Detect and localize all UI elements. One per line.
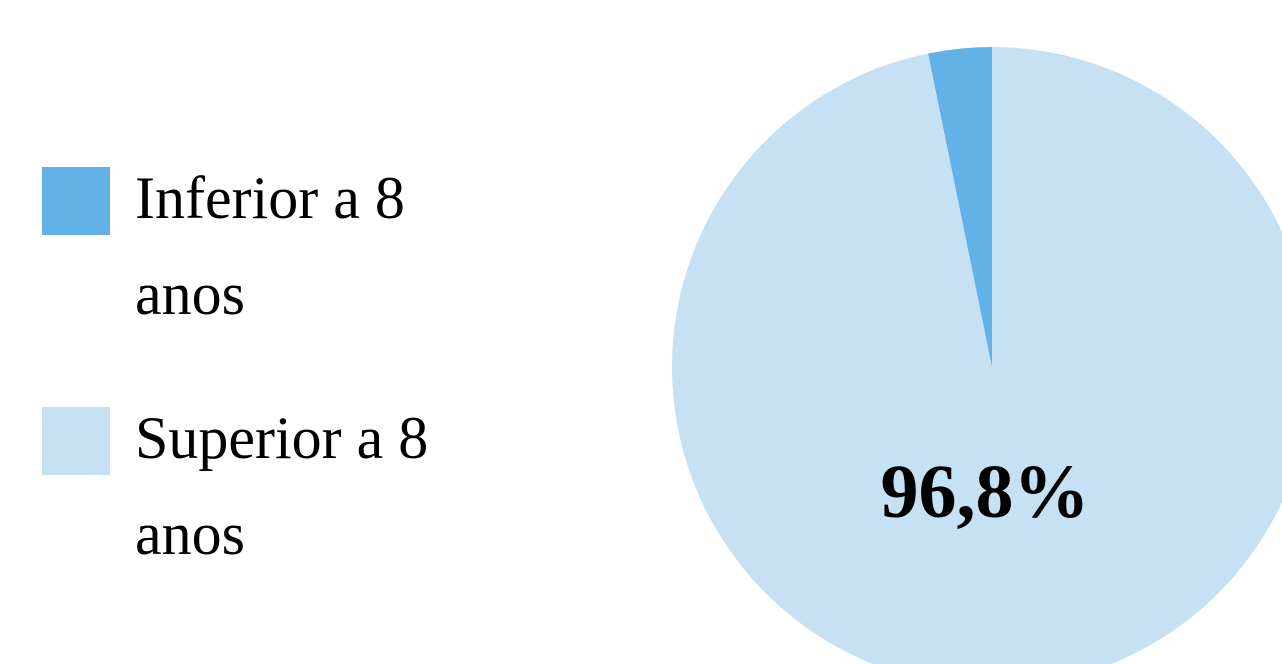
legend-item-superior: Superior a 8 anos (42, 390, 462, 630)
pie-slice-superior (672, 47, 1282, 664)
pie-slice-inferior (928, 47, 992, 367)
legend-item-inferior: Inferior a 8 anos (42, 150, 462, 390)
data-label-superior: 96,8% (881, 450, 1090, 534)
legend-swatch-inferior (42, 167, 110, 235)
legend-swatch-superior (42, 407, 110, 475)
legend: Inferior a 8 anos Superior a 8 anos (42, 150, 462, 630)
legend-label-superior: Superior a 8 anos (135, 405, 429, 567)
legend-label-inferior: Inferior a 8 anos (135, 165, 405, 327)
